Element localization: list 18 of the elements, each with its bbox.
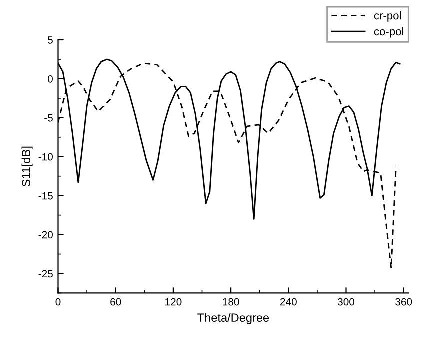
x-tick-label: 240 <box>280 298 297 306</box>
y-tick-label: 5 <box>48 36 53 44</box>
y-tick-label: 0 <box>48 75 53 83</box>
legend-label: co-pol <box>374 27 404 38</box>
y-tick-label: -20 <box>38 231 53 239</box>
y-tick-label: -25 <box>38 270 53 278</box>
y-tick-label: -10 <box>38 153 53 161</box>
x-axis-title: Theta/Degree <box>198 313 270 324</box>
x-tick-label: 60 <box>110 298 122 306</box>
y-axis-title: S11[dB] <box>22 146 33 187</box>
x-tick-label: 360 <box>396 298 412 306</box>
x-tick-label: 0 <box>56 298 61 306</box>
x-tick-label: 180 <box>223 298 240 306</box>
x-tick-label: 120 <box>166 298 182 306</box>
y-tick-label: -15 <box>38 192 53 200</box>
y-tick-label: -5 <box>44 114 53 122</box>
x-tick-label: 300 <box>338 298 355 306</box>
legend-label: cr-pol <box>374 12 401 22</box>
